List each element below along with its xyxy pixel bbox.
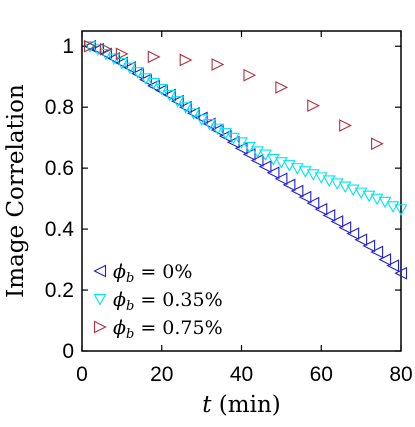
data-point (314, 202, 328, 216)
data-point (186, 106, 200, 120)
y-tick-label: 0.6 (45, 157, 74, 180)
data-point (290, 184, 304, 198)
data-point (179, 102, 193, 114)
data-point (83, 41, 97, 53)
data-point (338, 181, 352, 194)
data-point (290, 163, 304, 175)
data-point (179, 53, 193, 67)
data-point (322, 175, 336, 187)
data-point (339, 119, 352, 132)
data-point (282, 160, 296, 172)
data-point (394, 204, 408, 216)
data-point (147, 77, 161, 90)
data-point (338, 221, 352, 234)
data-point (362, 190, 376, 203)
data-point (274, 157, 288, 169)
data-point (354, 187, 368, 200)
data-point (330, 215, 344, 228)
x-axis-label-var: t (202, 392, 212, 418)
data-point (306, 169, 320, 181)
data-point (211, 58, 225, 71)
data-point (170, 94, 184, 108)
x-tick-label: 40 (230, 363, 253, 386)
data-point (370, 245, 384, 259)
data-point (386, 259, 400, 273)
legend: ϕb = 0% ϕb = 0.35% ϕb = 0.75% (93, 261, 223, 342)
data-point (362, 239, 376, 253)
data-point (243, 68, 257, 82)
x-tick-label: 0 (76, 363, 88, 386)
data-markers (83, 39, 408, 280)
data-point (163, 90, 177, 102)
data-point (99, 42, 113, 56)
legend-entry: ϕb = 0.75% (113, 317, 223, 342)
legend-marker (93, 320, 107, 334)
data-point (330, 178, 344, 191)
data-point (139, 73, 152, 87)
data-point (178, 100, 192, 114)
y-tick-label: 0.2 (45, 279, 74, 302)
series-2 (83, 39, 384, 151)
data-point (115, 47, 129, 61)
data-point (346, 227, 360, 241)
data-point (155, 83, 169, 96)
data-point (394, 266, 408, 280)
data-point (314, 172, 328, 184)
data-point (266, 154, 280, 166)
x-axis-label-unit: (min) (212, 392, 281, 418)
data-point (346, 184, 360, 197)
data-point (322, 208, 336, 222)
series-0 (83, 39, 408, 280)
x-tick-label: 80 (389, 363, 412, 386)
x-tick-labels: 0 20 40 60 80 (76, 363, 413, 386)
data-point (298, 166, 312, 178)
y-axis-label: Image Correlation (3, 84, 29, 298)
data-point (171, 96, 185, 108)
data-point (187, 108, 201, 120)
x-tick-label: 20 (150, 363, 173, 386)
legend-marker (93, 294, 107, 306)
y-tick-labels: 0 0.2 0.4 0.6 0.8 1 (45, 35, 75, 363)
x-tick-label: 60 (310, 363, 333, 386)
data-point (210, 123, 224, 137)
data-point (251, 146, 264, 159)
data-point (371, 137, 384, 151)
y-tick-label: 0.4 (45, 218, 75, 241)
data-point (258, 160, 272, 174)
data-point (274, 172, 288, 186)
data-point (131, 67, 145, 79)
legend-entry: ϕb = 0.35% (113, 289, 223, 314)
data-point (354, 233, 368, 247)
y-tick-label: 1 (62, 35, 74, 58)
data-point (378, 253, 392, 266)
y-tick-label: 0.8 (45, 96, 74, 119)
data-point (147, 50, 161, 64)
data-point (282, 178, 296, 192)
legend-entry: ϕb = 0% (113, 261, 192, 286)
data-point (306, 196, 320, 210)
y-tick-label: 0 (62, 340, 74, 363)
data-point (162, 88, 176, 102)
legend-marker (93, 264, 107, 278)
data-point (266, 166, 280, 180)
x-axis-label: t (min) (202, 392, 281, 418)
data-point (307, 99, 321, 113)
data-point (275, 80, 289, 94)
data-point (83, 39, 97, 53)
series-1 (83, 41, 408, 216)
data-point (386, 201, 400, 213)
data-point (298, 190, 312, 204)
data-point (370, 193, 384, 206)
